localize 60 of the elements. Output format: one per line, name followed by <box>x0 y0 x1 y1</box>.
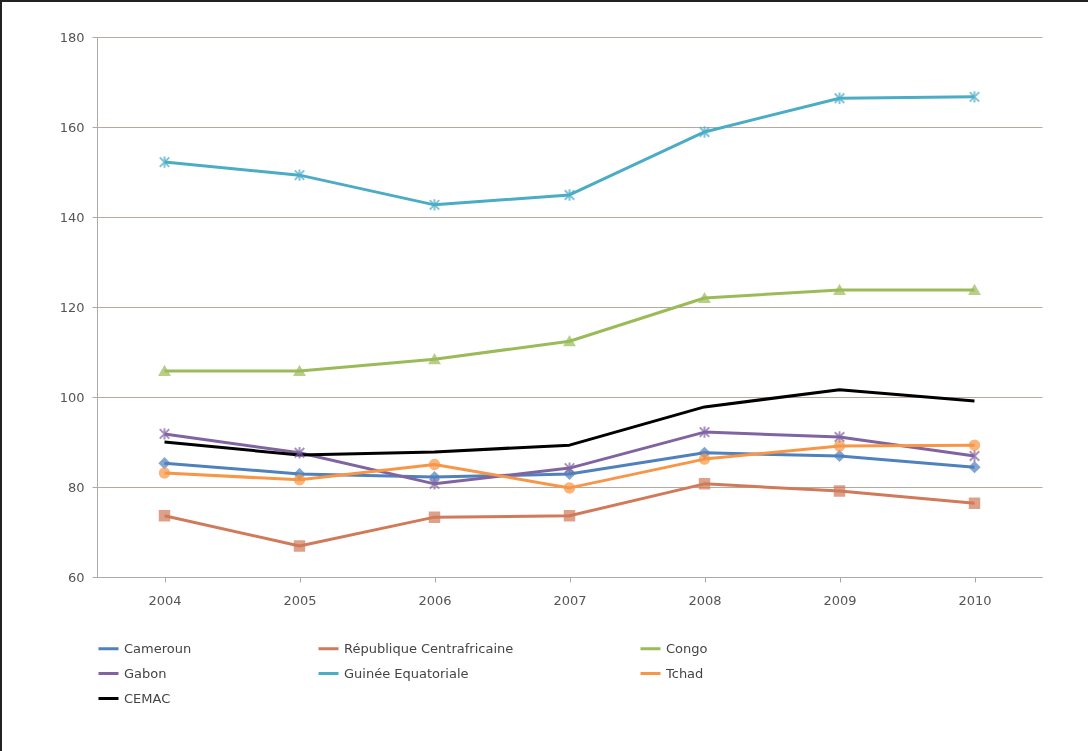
point <box>698 292 711 304</box>
point <box>158 365 171 377</box>
point <box>428 198 441 212</box>
point <box>563 336 576 347</box>
legend-label: Congo <box>666 640 708 656</box>
legend-label: Gabon <box>124 665 167 681</box>
point <box>293 365 306 377</box>
x-tick-label: 2004 <box>148 592 182 608</box>
y-tick-label: 160 <box>59 119 85 135</box>
point <box>698 453 711 465</box>
point <box>563 188 576 202</box>
point <box>158 510 171 522</box>
point <box>833 485 846 497</box>
point <box>293 446 306 460</box>
point <box>158 155 171 169</box>
point <box>968 439 981 451</box>
point <box>833 284 846 296</box>
point <box>428 511 441 523</box>
legend-label: CEMAC <box>124 690 171 706</box>
point <box>968 449 981 463</box>
point <box>698 478 711 490</box>
y-tick-label: 180 <box>59 29 85 45</box>
point <box>698 125 711 139</box>
legend-label: Guinée Equatoriale <box>344 665 469 681</box>
point <box>563 510 576 522</box>
line-series <box>163 388 976 457</box>
point <box>158 457 171 469</box>
point <box>428 477 441 491</box>
point <box>833 440 846 452</box>
legend-label: Tchad <box>665 665 704 681</box>
x-tick-label: 2006 <box>418 592 452 608</box>
point <box>833 450 846 462</box>
point <box>968 461 981 473</box>
point <box>968 284 981 296</box>
point <box>968 497 981 509</box>
x-tick-label: 2005 <box>283 592 317 608</box>
point <box>293 168 306 182</box>
y-tick-label: 120 <box>59 299 85 315</box>
point <box>563 461 576 475</box>
point <box>563 482 576 494</box>
point <box>833 430 846 444</box>
y-tick-label: 60 <box>67 569 85 585</box>
point <box>428 458 441 471</box>
x-tick-label: 2009 <box>823 592 857 608</box>
legend-label: Cameroun <box>124 640 192 656</box>
point <box>293 474 306 486</box>
point <box>968 90 981 104</box>
point <box>158 427 171 441</box>
y-tick-label: 140 <box>59 209 85 225</box>
x-tick-label: 2007 <box>553 592 587 608</box>
point <box>158 467 171 479</box>
point <box>293 540 306 552</box>
x-tick-label: 2010 <box>958 592 992 608</box>
point <box>428 354 441 365</box>
y-tick-label: 100 <box>59 389 85 405</box>
x-tick-label: 2008 <box>688 592 722 608</box>
legend-label: République Centrafricaine <box>344 640 514 656</box>
y-tick-label: 80 <box>67 479 85 495</box>
point <box>698 425 711 439</box>
point <box>833 91 846 105</box>
